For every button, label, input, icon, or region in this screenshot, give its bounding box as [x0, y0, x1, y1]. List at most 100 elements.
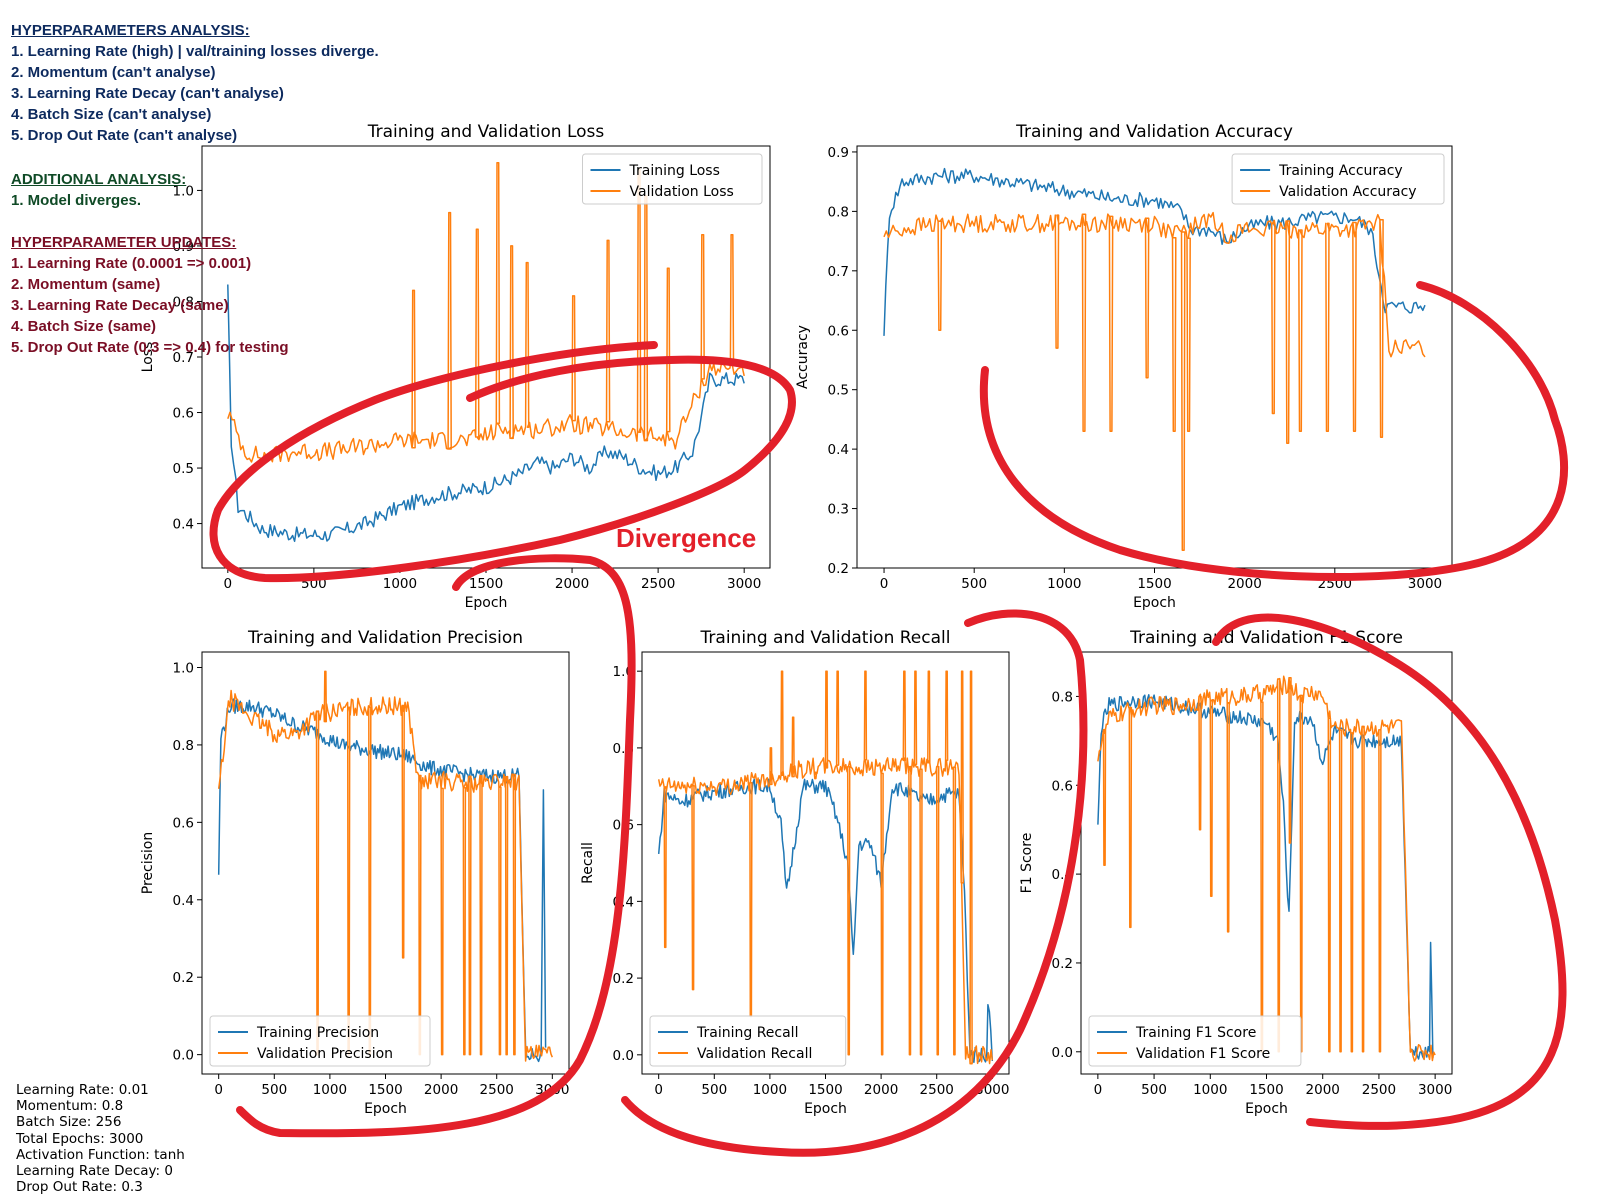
legend-box	[209, 1015, 431, 1067]
plot-frame	[856, 145, 1453, 569]
y-tick-label: 0.0	[173, 1048, 194, 1064]
y-tick-label: 0.7	[173, 350, 194, 366]
chart-title: Training and Validation Precision	[247, 628, 523, 648]
y-tick-label: 0.6	[1052, 778, 1073, 794]
y-tick-label: 0.8	[828, 204, 849, 220]
updates-line: 4. Batch Size (same)	[11, 318, 157, 335]
x-tick-label: 1000	[313, 1082, 347, 1098]
series-line-validation	[1097, 675, 1436, 1062]
updates-line: 1. Learning Rate (0.0001 => 0.001)	[11, 255, 252, 272]
x-tick-label: 500	[261, 1082, 287, 1098]
y-tick-label: 0.4	[173, 517, 194, 533]
x-tick-label: 2500	[480, 1082, 514, 1098]
y-axis-label: Recall	[580, 842, 596, 884]
legend-box	[1088, 1015, 1302, 1067]
y-tick-label: 0.0	[1052, 1045, 1073, 1061]
series-line-training	[217, 698, 547, 1063]
red-annotation-stroke	[209, 341, 796, 583]
param-line: Learning Rate Decay: 0	[16, 1163, 173, 1180]
legend: Training Accuracy Validation Accuracy	[1231, 153, 1445, 205]
hyperparameters-analysis-note: HYPERPARAMETERS ANALYSIS: 1. Learning Ra…	[11, 20, 379, 146]
legend-entry: Validation Accuracy	[1279, 184, 1417, 200]
x-tick-label: 2000	[864, 1082, 898, 1098]
y-tick-label: 0.0	[613, 1048, 634, 1064]
x-tick-label: 1000	[753, 1082, 787, 1098]
x-axis-label: Epoch	[364, 1101, 407, 1117]
x-tick-label: 1500	[469, 576, 503, 592]
red-annotation-stroke	[1212, 613, 1567, 1130]
y-tick-label: 0.8	[173, 738, 194, 754]
plot-frame	[1080, 651, 1453, 1075]
x-axis-label: Epoch	[465, 595, 508, 611]
series-line-validation	[227, 161, 745, 464]
series-line-validation	[217, 670, 553, 1062]
x-tick-label: 3000	[1408, 576, 1442, 592]
legend-entry: Training Accuracy	[1278, 163, 1403, 179]
hyperparameter-updates-note: HYPERPARAMETER UPDATES: 1. Learning Rate…	[11, 232, 289, 358]
analysis-header: HYPERPARAMETERS ANALYSIS:	[11, 22, 250, 39]
x-tick-label: 1000	[1047, 576, 1081, 592]
y-tick-label: 1.0	[173, 660, 194, 676]
x-axis-label: Epoch	[804, 1101, 847, 1117]
updates-line: 5. Drop Out Rate (0.3 => 0.4) for testin…	[11, 339, 289, 356]
red-annotation-stroke	[236, 554, 636, 1138]
x-tick-label: 500	[1141, 1082, 1167, 1098]
y-axis-label: Accuracy	[795, 325, 811, 389]
y-tick-label: 0.6	[828, 323, 849, 339]
x-axis-label: Epoch	[1245, 1101, 1288, 1117]
x-tick-label: 0	[654, 1082, 663, 1098]
chart-title: Training and Validation Recall	[700, 628, 951, 648]
additional-line: 1. Model diverges.	[11, 192, 142, 209]
series-line-training	[1097, 694, 1434, 1061]
x-tick-label: 500	[961, 576, 987, 592]
param-line: Total Epochs: 3000	[16, 1130, 144, 1147]
legend-entry: Validation Loss	[630, 184, 734, 200]
x-tick-label: 2500	[1362, 1082, 1396, 1098]
chart-0: 0 500 1000 1500 2000 2500 30000.40.50.60.70.80…	[140, 122, 771, 611]
x-tick-label: 0	[224, 576, 233, 592]
analysis-line: 1. Learning Rate (high) | val/training l…	[11, 43, 379, 60]
additional-analysis-note: ADDITIONAL ANALYSIS: 1. Model diverges.	[11, 169, 186, 211]
updates-header: HYPERPARAMETER UPDATES:	[11, 234, 237, 251]
x-tick-label: 1500	[1137, 576, 1171, 592]
y-tick-label: 0.9	[828, 145, 849, 161]
x-tick-label: 3000	[727, 576, 761, 592]
legend-entry: Training F1 Score	[1135, 1025, 1256, 1041]
y-tick-label: 0.4	[828, 442, 849, 458]
red-annotation-stroke	[621, 609, 1088, 1157]
x-tick-label: 2500	[920, 1082, 954, 1098]
legend-entry: Training Loss	[629, 163, 720, 179]
x-tick-label: 1000	[1193, 1082, 1227, 1098]
legend-entry: Training Recall	[696, 1025, 798, 1041]
y-tick-label: 0.2	[828, 561, 849, 577]
legend-box	[582, 153, 763, 205]
divergence-annotation-label: Divergence	[616, 523, 757, 553]
analysis-line: 4. Batch Size (can't analyse)	[11, 106, 212, 123]
x-axis-label: Epoch	[1133, 595, 1176, 611]
y-tick-label: 0.2	[173, 970, 194, 986]
series-line-validation	[883, 211, 1426, 551]
x-tick-label: 2000	[1227, 576, 1261, 592]
x-tick-label: 2000	[1306, 1082, 1340, 1098]
legend-entry: Validation Precision	[257, 1046, 393, 1062]
legend-entry: Training Precision	[256, 1025, 379, 1041]
legend: Training F1 Score Validation F1 Score	[1088, 1015, 1302, 1067]
y-tick-label: 0.7	[828, 264, 849, 280]
additional-header: ADDITIONAL ANALYSIS:	[11, 171, 187, 188]
param-line: Activation Function: tanh	[16, 1146, 185, 1163]
x-tick-label: 0	[1094, 1082, 1103, 1098]
analysis-line: 2. Momentum (can't analyse)	[11, 64, 216, 81]
y-tick-label: 0.2	[613, 971, 634, 987]
param-line: Momentum: 0.8	[16, 1098, 124, 1115]
y-tick-label: 1.0	[173, 183, 194, 199]
y-axis-label: Loss	[140, 342, 156, 373]
x-tick-label: 3000	[1418, 1082, 1452, 1098]
x-tick-label: 2000	[555, 576, 589, 592]
y-tick-label: 0.9	[173, 239, 194, 255]
y-tick-label: 0.6	[173, 406, 194, 422]
chart-3: 0 500 1000 1500 2000 2500 30000.00.20.40.60.81…	[580, 628, 1010, 1117]
y-tick-label: 0.6	[173, 815, 194, 831]
param-line: Batch Size: 256	[16, 1114, 122, 1131]
legend-box	[649, 1015, 847, 1067]
